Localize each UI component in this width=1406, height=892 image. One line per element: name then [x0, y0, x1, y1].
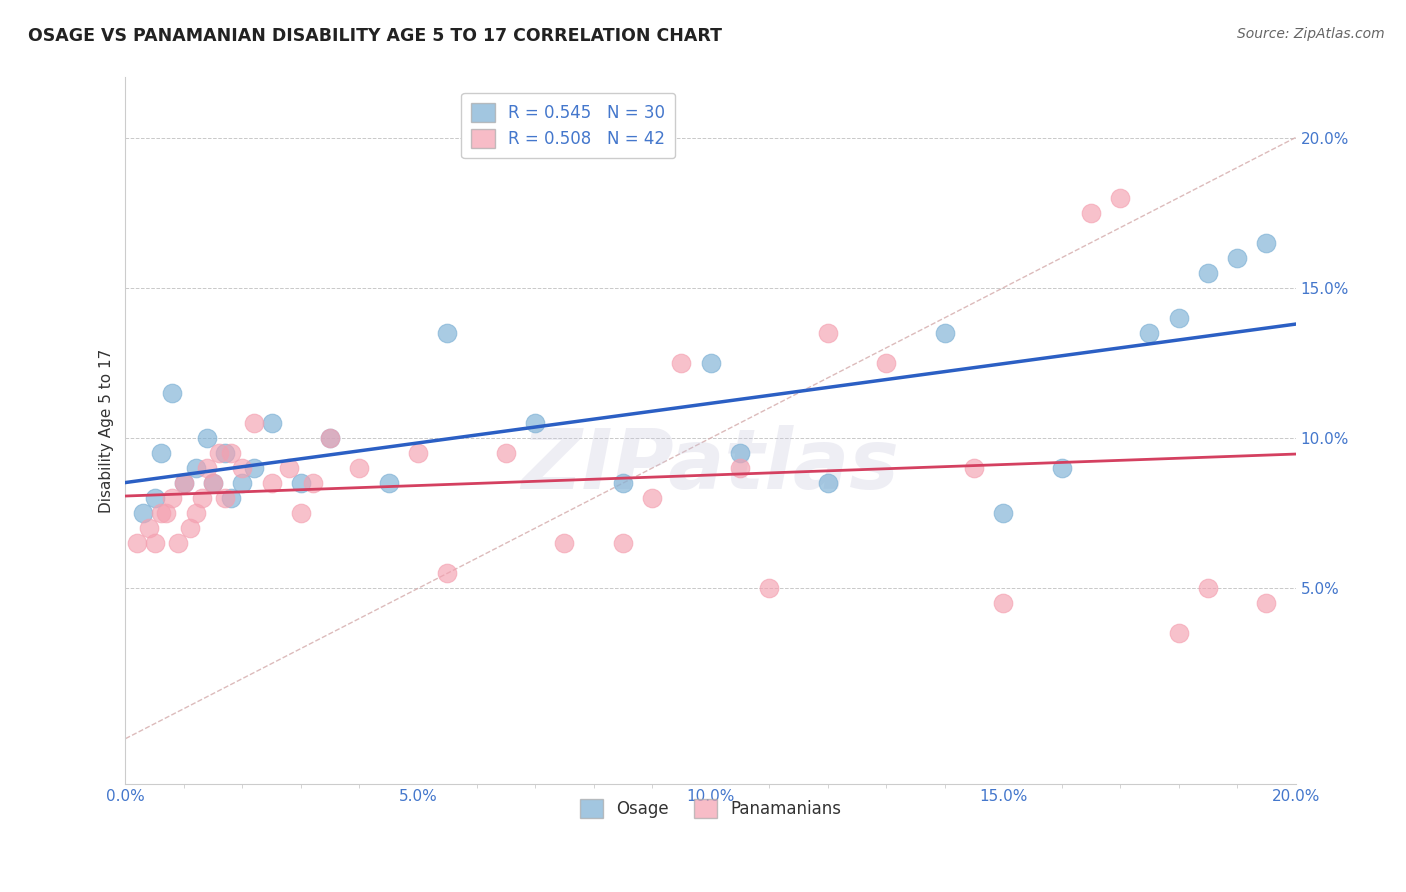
Point	[260, 416, 283, 430]
Point	[758, 582, 780, 596]
Point	[319, 431, 342, 445]
Point	[138, 521, 160, 535]
Point	[190, 491, 212, 506]
Point	[155, 506, 177, 520]
Point	[495, 446, 517, 460]
Point	[143, 536, 166, 550]
Point	[817, 476, 839, 491]
Point	[179, 521, 201, 535]
Point	[202, 476, 225, 491]
Point	[728, 446, 751, 460]
Point	[195, 461, 218, 475]
Point	[991, 506, 1014, 520]
Point	[612, 476, 634, 491]
Point	[934, 326, 956, 340]
Point	[167, 536, 190, 550]
Point	[612, 536, 634, 550]
Point	[641, 491, 664, 506]
Point	[1197, 582, 1219, 596]
Point	[1167, 310, 1189, 325]
Point	[699, 356, 721, 370]
Point	[260, 476, 283, 491]
Point	[127, 536, 149, 550]
Point	[231, 461, 253, 475]
Point	[1256, 235, 1278, 250]
Point	[319, 431, 342, 445]
Point	[553, 536, 575, 550]
Text: Source: ZipAtlas.com: Source: ZipAtlas.com	[1237, 27, 1385, 41]
Point	[214, 446, 236, 460]
Point	[1137, 326, 1160, 340]
Text: OSAGE VS PANAMANIAN DISABILITY AGE 5 TO 17 CORRELATION CHART: OSAGE VS PANAMANIAN DISABILITY AGE 5 TO …	[28, 27, 723, 45]
Point	[173, 476, 195, 491]
Point	[817, 326, 839, 340]
Point	[202, 476, 225, 491]
Point	[243, 461, 266, 475]
Point	[671, 356, 693, 370]
Point	[243, 416, 266, 430]
Point	[1256, 596, 1278, 610]
Point	[1167, 626, 1189, 640]
Point	[162, 386, 184, 401]
Point	[436, 566, 458, 581]
Point	[184, 506, 207, 520]
Point	[1050, 461, 1073, 475]
Point	[219, 491, 242, 506]
Point	[290, 506, 312, 520]
Legend: Osage, Panamanians: Osage, Panamanians	[572, 792, 848, 825]
Point	[728, 461, 751, 475]
Point	[1080, 205, 1102, 219]
Point	[349, 461, 371, 475]
Point	[214, 491, 236, 506]
Point	[149, 446, 172, 460]
Point	[301, 476, 323, 491]
Point	[143, 491, 166, 506]
Point	[149, 506, 172, 520]
Point	[406, 446, 429, 460]
Point	[963, 461, 986, 475]
Point	[208, 446, 231, 460]
Point	[231, 476, 253, 491]
Point	[991, 596, 1014, 610]
Point	[524, 416, 547, 430]
Text: ZIPatlas: ZIPatlas	[522, 425, 900, 507]
Point	[184, 461, 207, 475]
Point	[436, 326, 458, 340]
Point	[195, 431, 218, 445]
Point	[132, 506, 155, 520]
Point	[377, 476, 399, 491]
Point	[875, 356, 897, 370]
Point	[1197, 266, 1219, 280]
Point	[173, 476, 195, 491]
Y-axis label: Disability Age 5 to 17: Disability Age 5 to 17	[100, 349, 114, 513]
Point	[1109, 191, 1132, 205]
Point	[219, 446, 242, 460]
Point	[290, 476, 312, 491]
Point	[1226, 251, 1249, 265]
Point	[278, 461, 301, 475]
Point	[162, 491, 184, 506]
